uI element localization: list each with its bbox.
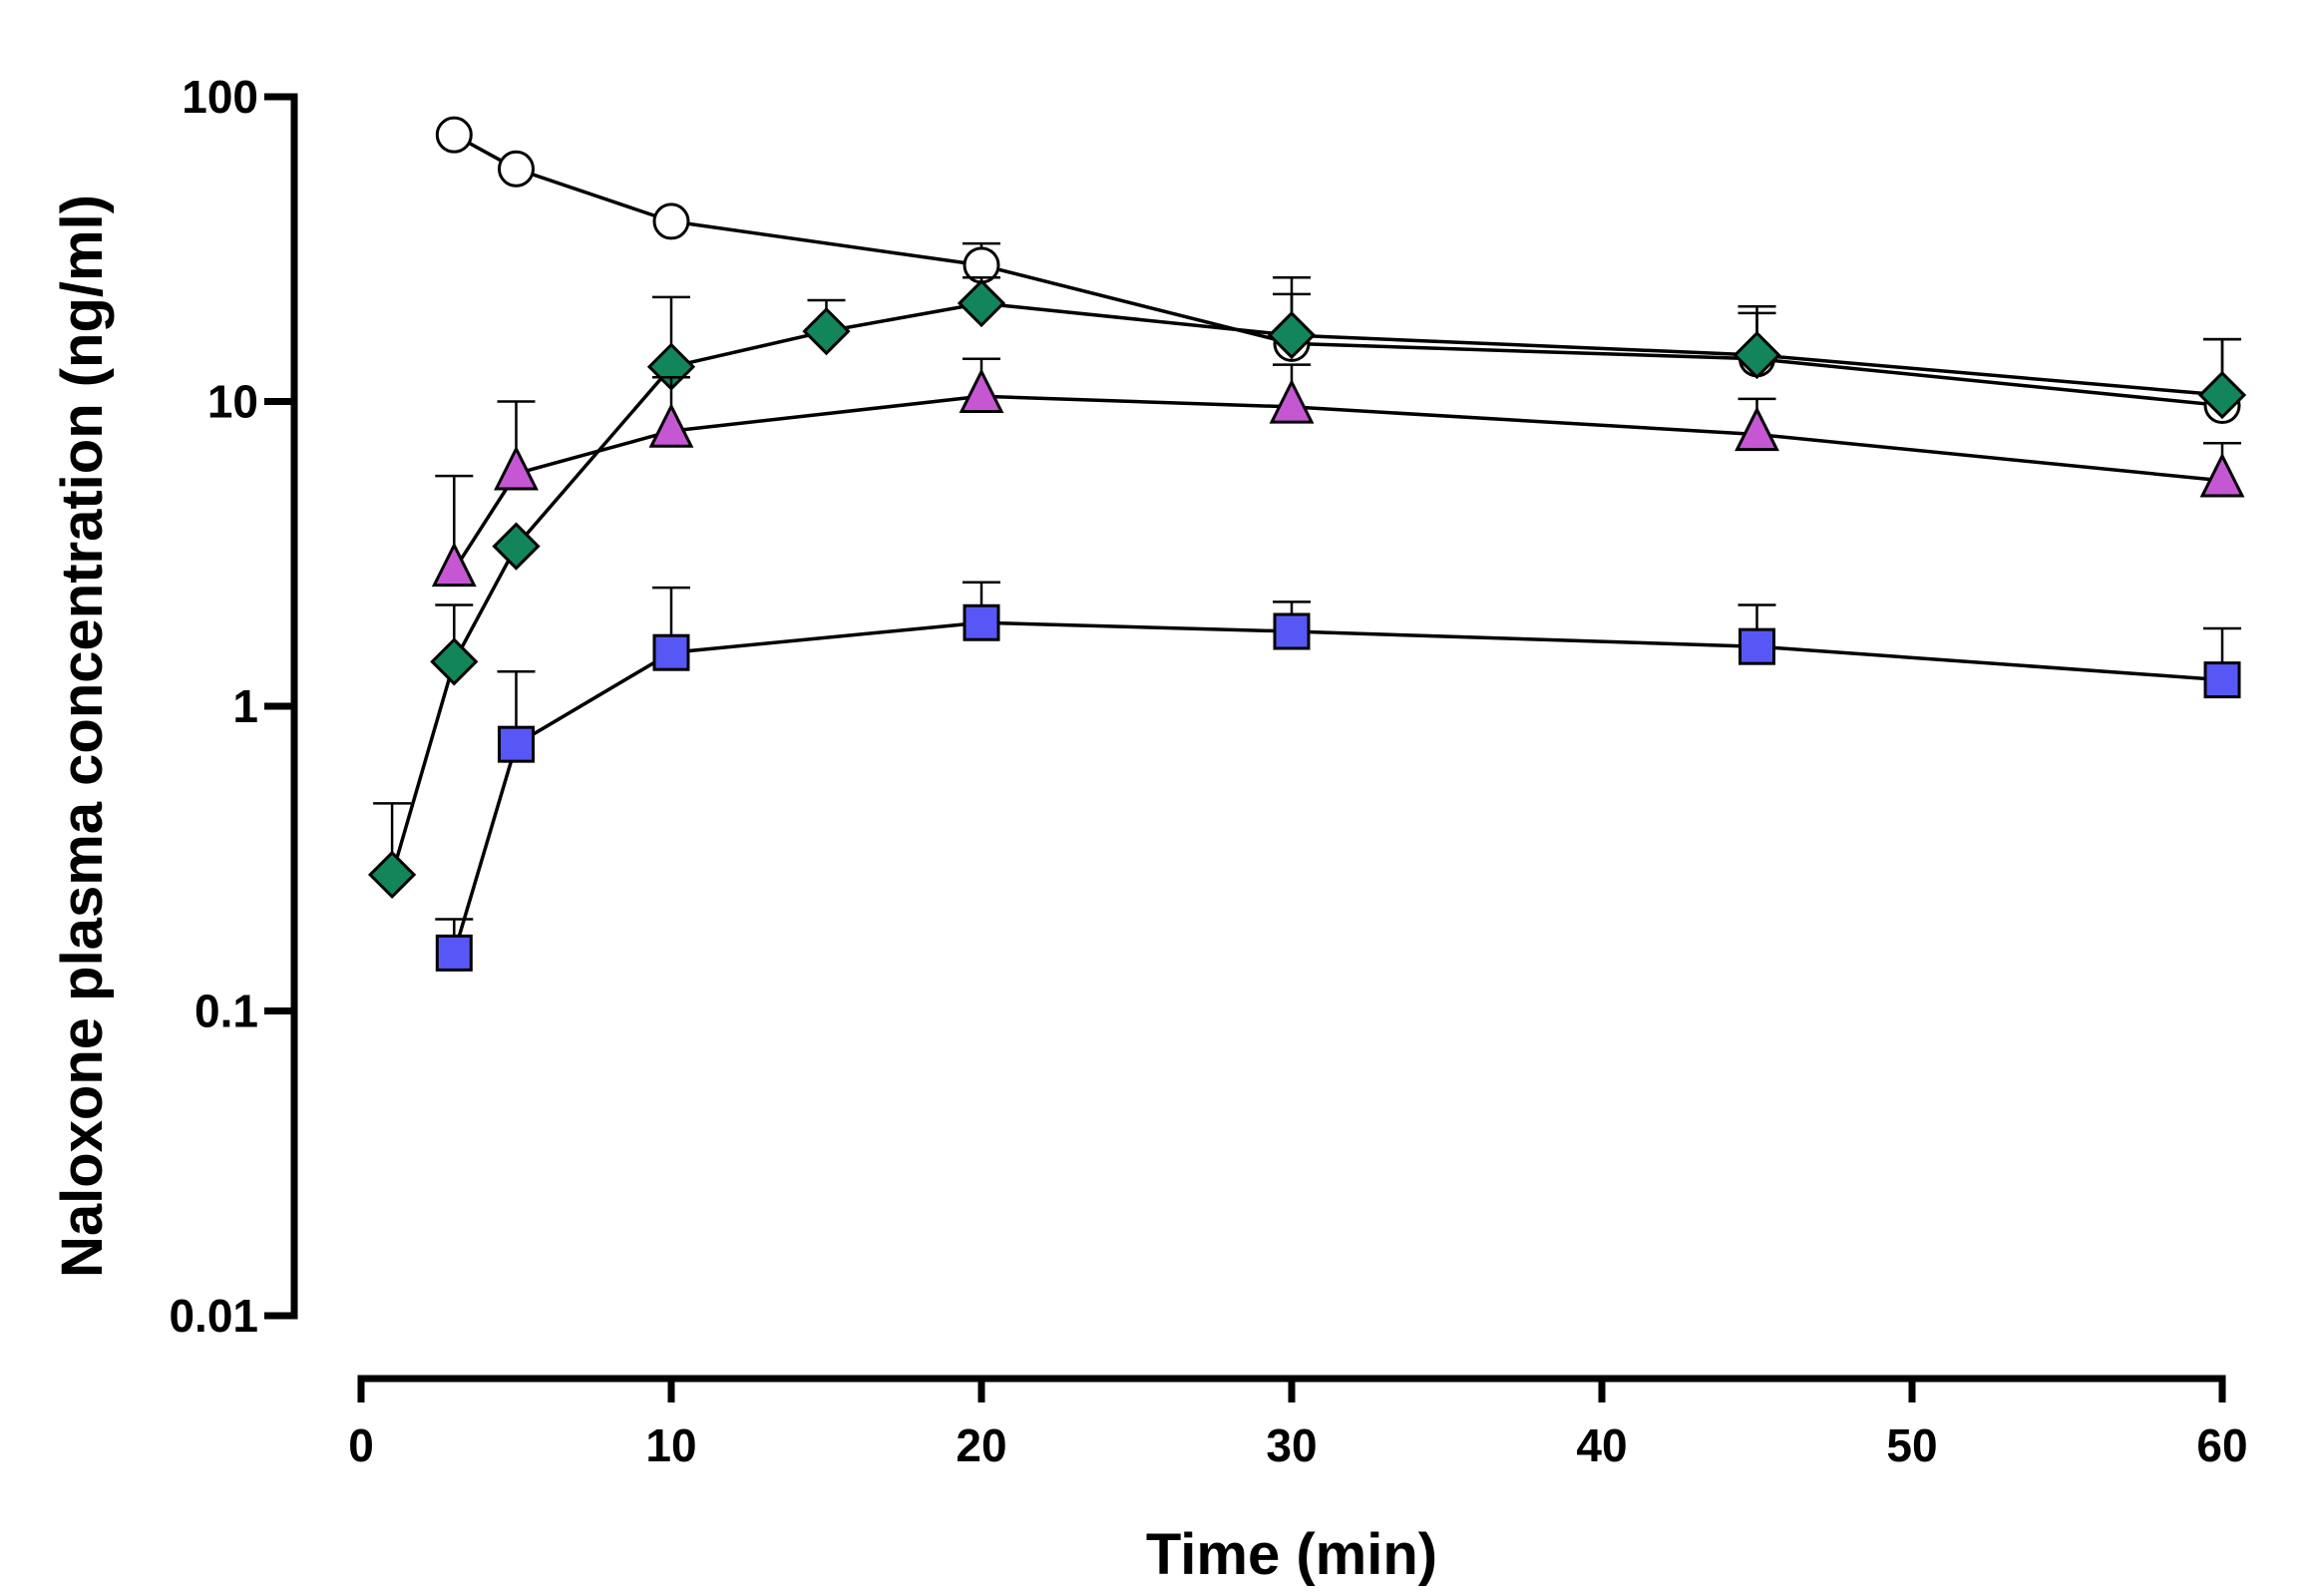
x-axis: 0 10 20 30 40 50 60 — [348, 1375, 2248, 1471]
triangle-marker — [1269, 378, 1315, 424]
series-green-diamond — [367, 276, 2247, 900]
diamond-marker — [430, 637, 479, 686]
diamond-marker — [492, 522, 541, 571]
diamond-marker — [1733, 330, 1781, 380]
series-line-green-diamond — [390, 301, 2223, 876]
diamond-marker — [802, 306, 851, 356]
plot-area — [367, 116, 2247, 972]
series-magenta-triangle — [431, 357, 2245, 588]
y-tick-label: 0.1 — [194, 986, 258, 1037]
y-tick-label: 10 — [207, 376, 258, 428]
x-tick-label: 40 — [1576, 1419, 1627, 1471]
series-line-blue-square — [452, 620, 2223, 954]
square-marker — [2203, 661, 2241, 699]
square-marker — [498, 725, 535, 763]
y-tick-label: 100 — [182, 71, 258, 123]
x-tick-label: 10 — [645, 1419, 696, 1471]
circle-marker — [435, 116, 473, 154]
square-marker — [652, 633, 690, 671]
x-axis-title: Time (min) — [1146, 1522, 1437, 1587]
series-blue-square — [435, 581, 2241, 972]
square-marker — [963, 603, 1000, 641]
y-tick-label: 0.01 — [169, 1290, 258, 1342]
y-axis: 0.01 0.1 1 10 100 — [169, 71, 298, 1342]
series-open-circle — [435, 116, 2241, 425]
x-tick-label: 0 — [348, 1419, 374, 1471]
triangle-marker — [494, 445, 539, 491]
series-line-open-circle — [453, 133, 2223, 408]
x-tick-label: 60 — [2196, 1419, 2247, 1471]
y-axis-title: Naloxone plasma concentration (ng/ml) — [50, 195, 115, 1278]
x-tick-label: 20 — [956, 1419, 1006, 1471]
x-tick-label: 30 — [1266, 1419, 1317, 1471]
series-line-magenta-triangle — [452, 394, 2223, 572]
triangle-marker — [1735, 406, 1779, 452]
diamond-marker — [957, 278, 1006, 328]
x-tick-label: 50 — [1886, 1419, 1937, 1471]
triangle-marker — [648, 402, 694, 448]
triangle-marker — [2199, 452, 2245, 498]
square-marker — [1739, 627, 1775, 665]
square-marker — [1273, 612, 1311, 650]
triangle-marker — [959, 368, 1004, 413]
diamond-marker — [367, 850, 417, 900]
triangle-marker — [431, 542, 477, 588]
circle-marker — [498, 150, 535, 188]
circle-marker — [652, 202, 690, 240]
diamond-marker — [2197, 370, 2247, 420]
square-marker — [435, 934, 473, 972]
y-tick-label: 1 — [232, 680, 258, 732]
diamond-marker — [1267, 310, 1317, 360]
